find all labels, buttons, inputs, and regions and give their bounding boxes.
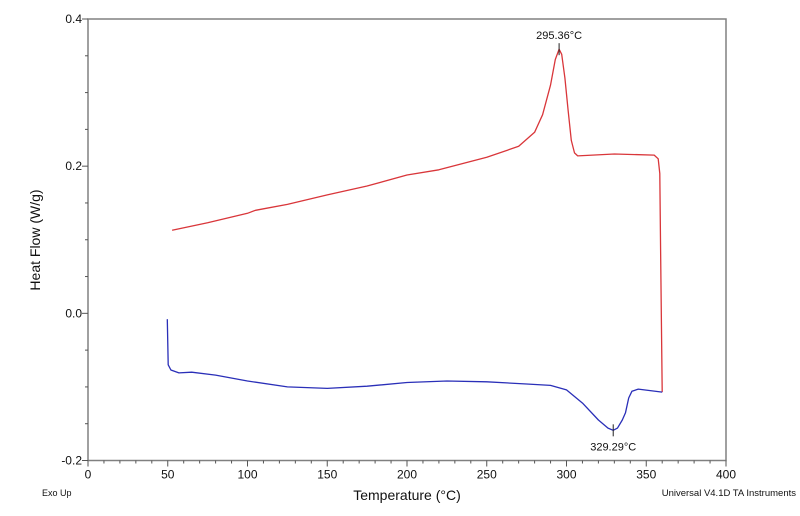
y-tick-label: 0.0: [65, 306, 82, 320]
y-tick-label: -0.2: [61, 454, 82, 468]
y-axis-label: Heat Flow (W/g): [27, 189, 43, 290]
x-axis-label: Temperature (°C): [353, 487, 461, 503]
series-line-0: [171, 48, 663, 393]
x-tick-label: 300: [556, 468, 576, 482]
x-tick-label: 100: [237, 468, 257, 482]
x-tick-label: 250: [477, 468, 497, 482]
x-tick-label: 0: [85, 468, 92, 482]
y-tick-label: 0.2: [65, 159, 82, 173]
peak-label: 329.29°C: [590, 441, 636, 453]
exo-up-label: Exo Up: [42, 488, 72, 498]
x-tick-label: 200: [397, 468, 417, 482]
peak-label: 295.36°C: [536, 30, 582, 42]
x-tick-label: 350: [636, 468, 656, 482]
software-label: Universal V4.1D TA Instruments: [662, 488, 797, 499]
x-tick-label: 400: [716, 468, 736, 482]
series-line-1: [166, 319, 663, 431]
x-tick-label: 50: [161, 468, 175, 482]
y-tick-label: 0.4: [65, 12, 82, 26]
x-tick-label: 150: [317, 468, 337, 482]
